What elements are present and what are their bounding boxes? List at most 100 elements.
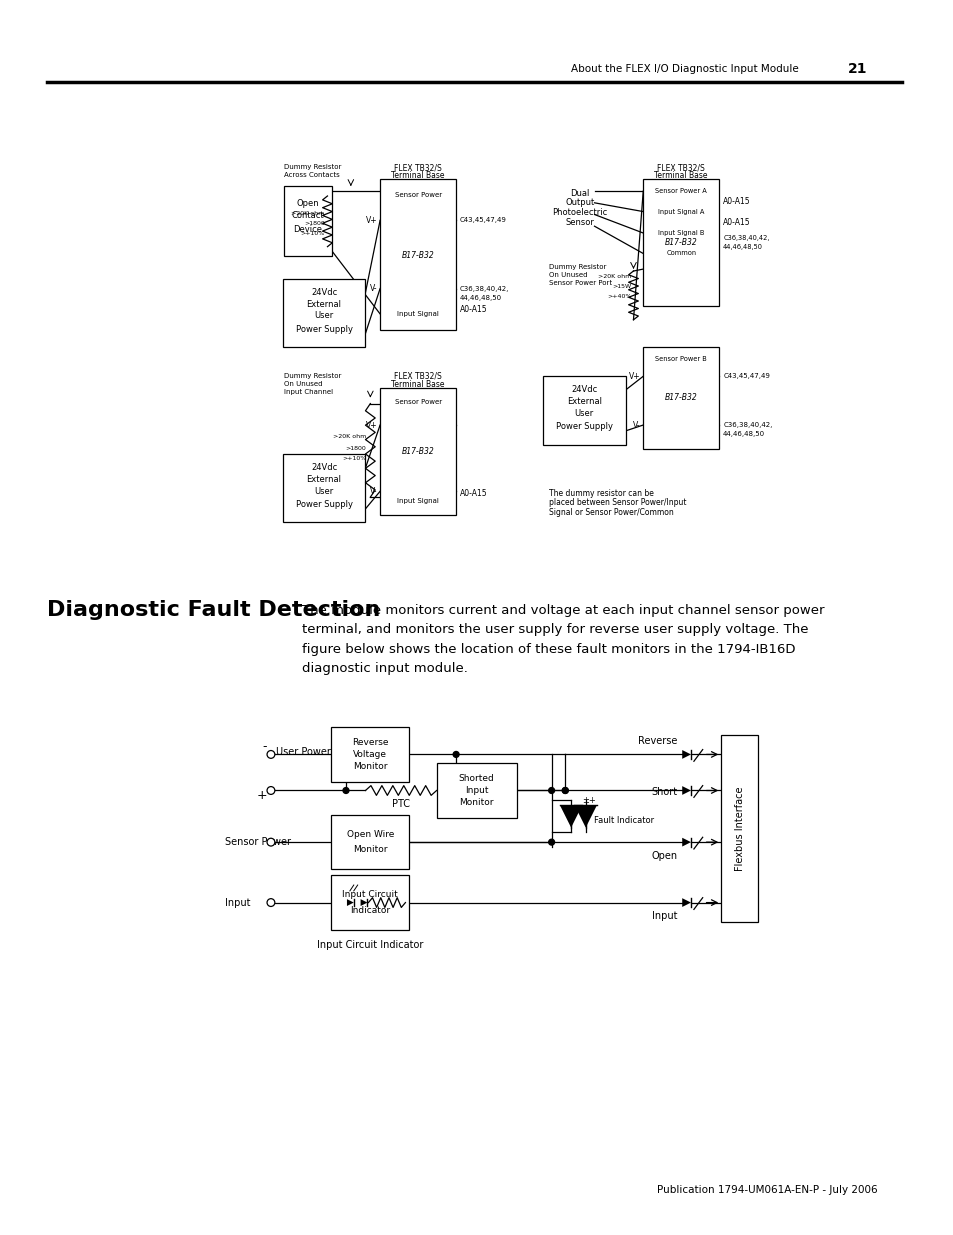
Text: >20K ohm: >20K ohm	[598, 274, 631, 279]
Text: Sensor Power Port: Sensor Power Port	[548, 279, 611, 285]
Circle shape	[561, 788, 568, 793]
Text: A0-A15: A0-A15	[459, 305, 487, 314]
Circle shape	[267, 899, 274, 906]
Circle shape	[453, 752, 458, 757]
Text: Voltage: Voltage	[353, 750, 387, 760]
Circle shape	[267, 839, 274, 846]
Text: 24Vdc: 24Vdc	[311, 288, 336, 296]
Text: Dual: Dual	[570, 189, 589, 198]
Text: V+: V+	[365, 420, 376, 430]
Bar	[642, 347, 719, 450]
Text: Publication 1794-UM061A-EN-P - July 2006: Publication 1794-UM061A-EN-P - July 2006	[656, 1186, 876, 1195]
Text: C43,45,47,49: C43,45,47,49	[722, 373, 769, 379]
Text: +: +	[256, 789, 267, 802]
Polygon shape	[360, 899, 367, 906]
Bar	[331, 815, 409, 869]
Polygon shape	[559, 805, 581, 827]
Text: Reverse: Reverse	[352, 739, 388, 747]
Text: External: External	[306, 475, 341, 484]
Bar	[720, 735, 758, 923]
Polygon shape	[347, 899, 354, 906]
Text: Power Supply: Power Supply	[556, 422, 612, 431]
Text: B17-B32: B17-B32	[664, 393, 697, 403]
Text: On Unused: On Unused	[283, 382, 322, 387]
Text: C36,38,40,42,: C36,38,40,42,	[459, 285, 509, 291]
Text: Sensor Power: Sensor Power	[225, 837, 291, 847]
Text: Flexbus Interface: Flexbus Interface	[734, 787, 744, 871]
Bar	[642, 179, 719, 306]
Bar	[379, 388, 456, 515]
Bar	[331, 727, 409, 782]
Text: V+: V+	[365, 216, 376, 225]
Text: Sensor Power: Sensor Power	[395, 399, 441, 405]
Bar	[331, 876, 409, 930]
Text: figure below shows the location of these fault monitors in the 1794-IB16D: figure below shows the location of these…	[302, 642, 795, 656]
Text: User: User	[314, 311, 334, 320]
Bar	[436, 763, 516, 818]
Text: FLEX TB32/S: FLEX TB32/S	[657, 163, 704, 172]
Text: Indicator: Indicator	[350, 905, 390, 915]
Text: V-: V-	[369, 487, 376, 495]
Text: C36,38,40,42,: C36,38,40,42,	[722, 235, 769, 241]
Text: Input Signal: Input Signal	[396, 498, 438, 504]
Text: Short: Short	[651, 788, 677, 798]
Bar	[379, 179, 456, 331]
Text: Monitor: Monitor	[458, 798, 494, 806]
Text: B17-B32: B17-B32	[401, 251, 434, 259]
Circle shape	[548, 840, 554, 845]
Polygon shape	[574, 805, 597, 827]
Text: C36,38,40,42,: C36,38,40,42,	[722, 422, 772, 429]
Text: >15W: >15W	[612, 284, 631, 289]
Text: Input Signal B: Input Signal B	[658, 230, 703, 236]
Circle shape	[561, 788, 568, 793]
Text: Input Signal A: Input Signal A	[658, 209, 703, 215]
Text: 24Vdc: 24Vdc	[311, 463, 336, 473]
Bar	[542, 377, 625, 445]
Text: A0-A15: A0-A15	[722, 198, 750, 206]
Text: Open: Open	[651, 851, 677, 861]
Text: Terminal Base: Terminal Base	[391, 379, 444, 389]
Text: Terminal Base: Terminal Base	[654, 170, 707, 180]
Text: Diagnostic Fault Detection: Diagnostic Fault Detection	[47, 600, 379, 620]
Circle shape	[267, 787, 274, 794]
Text: External: External	[306, 300, 341, 309]
Bar	[282, 279, 365, 347]
Text: Sensor Power: Sensor Power	[395, 191, 441, 198]
Text: Input Circuit: Input Circuit	[342, 890, 397, 899]
Text: About the FLEX I/O Diagnostic Input Module: About the FLEX I/O Diagnostic Input Modu…	[571, 64, 799, 74]
Text: Open Wire: Open Wire	[346, 830, 394, 839]
Text: Across Contacts: Across Contacts	[283, 172, 339, 178]
Text: Shorted: Shorted	[458, 774, 494, 783]
Text: Output: Output	[565, 199, 594, 207]
Text: On Unused: On Unused	[548, 272, 587, 278]
Polygon shape	[681, 750, 690, 758]
Text: >20K ohm: >20K ohm	[333, 435, 366, 440]
Text: Dummy Resistor: Dummy Resistor	[283, 164, 340, 169]
Circle shape	[548, 788, 554, 793]
Text: B17-B32: B17-B32	[401, 447, 434, 456]
Text: Monitor: Monitor	[353, 762, 387, 771]
Text: Input Signal: Input Signal	[396, 311, 438, 317]
Text: Terminal Base: Terminal Base	[391, 170, 444, 180]
Text: Photoelectric: Photoelectric	[552, 207, 607, 217]
Text: Sensor Power A: Sensor Power A	[655, 188, 706, 194]
Text: Contact: Contact	[292, 211, 324, 220]
Text: placed between Sensor Power/Input: placed between Sensor Power/Input	[548, 499, 685, 508]
Text: 44,46,48,50: 44,46,48,50	[722, 243, 762, 249]
Text: >1800: >1800	[345, 446, 366, 451]
Text: Input: Input	[464, 785, 488, 795]
Bar	[282, 454, 365, 522]
Text: >+10%: >+10%	[300, 231, 324, 236]
Text: Sensor Power B: Sensor Power B	[655, 356, 706, 362]
Text: User: User	[574, 409, 594, 417]
Text: -: -	[262, 740, 267, 753]
Text: >+40%: >+40%	[606, 294, 631, 299]
Text: terminal, and monitors the user supply for reverse user supply voltage. The: terminal, and monitors the user supply f…	[302, 624, 808, 636]
Text: FLEX TB32/S: FLEX TB32/S	[394, 372, 441, 380]
Text: The dummy resistor can be: The dummy resistor can be	[548, 489, 653, 498]
Text: FLEX TB32/S: FLEX TB32/S	[394, 163, 441, 172]
Text: 24Vdc: 24Vdc	[571, 385, 597, 394]
Text: Sensor: Sensor	[565, 217, 594, 227]
Text: Signal or Sensor Power/Common: Signal or Sensor Power/Common	[548, 509, 673, 517]
Text: Dummy Resistor: Dummy Resistor	[283, 373, 340, 379]
